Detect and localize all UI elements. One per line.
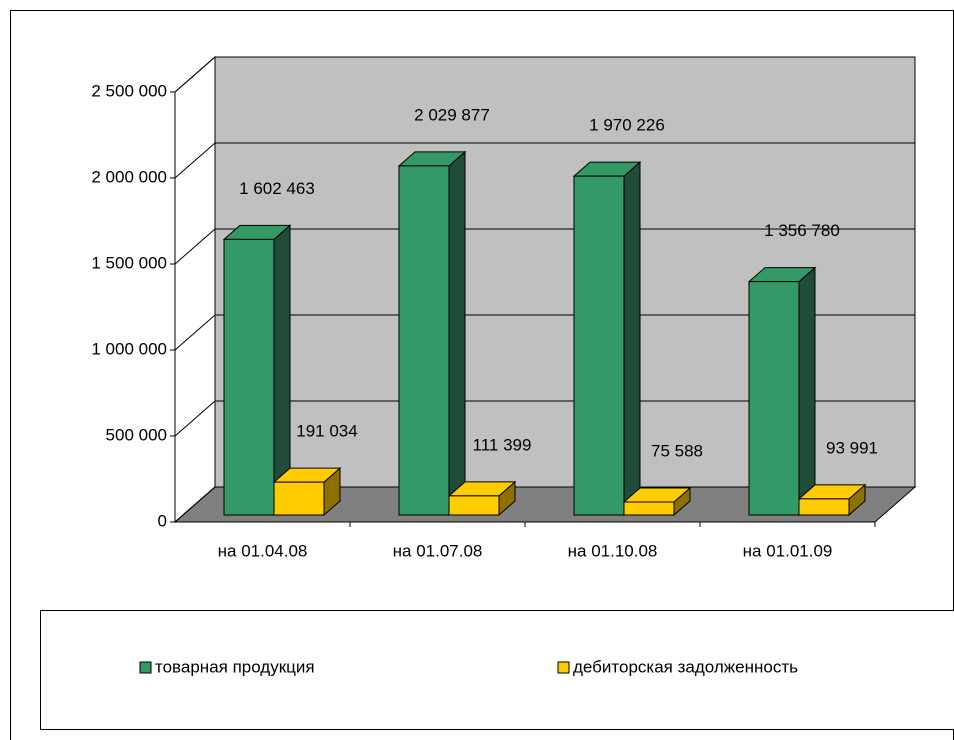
y-tick-label: 1 500 000 [91,253,167,272]
value-label: 75 588 [651,441,703,460]
x-tick-label: на 01.01.09 [743,541,833,560]
bar [272,467,342,517]
value-label: 1 356 780 [764,221,840,240]
bar-front [748,281,800,516]
x-tick-label: на 01.10.08 [568,541,658,560]
grid-line [174,228,216,265]
value-label: 1 602 463 [239,179,315,198]
legend-swatch [557,661,570,674]
grid-line [174,56,216,93]
bar-front [798,498,850,516]
bar-front [573,175,625,516]
bar-front [223,238,275,516]
bar [747,266,817,517]
y-tick-label: 1 000 000 [91,339,167,358]
grid-line [174,400,216,437]
bar [397,150,467,517]
y-tick-label: 2 500 000 [91,81,167,100]
bar-front [398,165,450,516]
value-label: 191 034 [296,422,357,441]
bar-side [623,161,641,517]
legend-swatch [139,661,152,674]
y-tick-label: 2 000 000 [91,167,167,186]
x-tick-label: на 01.07.08 [393,541,483,560]
value-label: 111 399 [473,435,532,454]
bar [222,224,292,517]
bar-front [273,481,325,516]
bar-front [623,501,675,516]
legend-label: товарная продукция [155,657,315,676]
x-tick-label: на 01.04.08 [218,541,308,560]
value-label: 93 991 [826,438,878,457]
y-tick-label: 0 [158,511,167,530]
bar-side [798,266,816,517]
bar [572,161,642,517]
value-label: 1 970 226 [589,116,665,135]
grid-line [174,314,216,351]
bar [797,483,867,517]
value-label: 2 029 877 [414,105,490,124]
left-wall [174,55,216,524]
legend-box [40,610,954,730]
grid-line [174,142,216,179]
y-tick-label: 500 000 [106,425,167,444]
bar-front [448,495,500,516]
legend-label: дебиторская задолженность [573,657,798,676]
bar-side [448,150,466,517]
bar [447,480,517,517]
grid-line [174,486,216,523]
bar [622,486,692,517]
